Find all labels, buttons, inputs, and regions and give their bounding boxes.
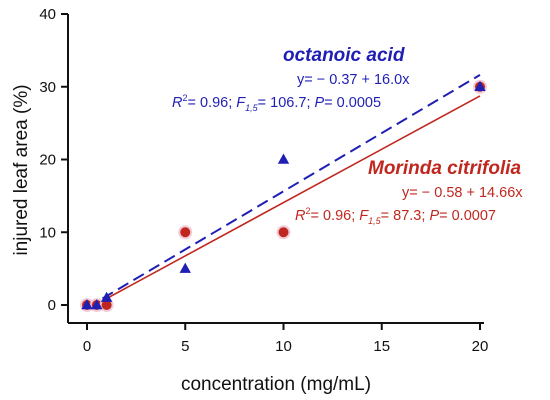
morinda-citrifolia-point (180, 227, 191, 238)
y-axis-ticks: 0 10 20 30 40 (39, 6, 68, 314)
y-tick-label: 40 (39, 6, 56, 23)
y-tick-label: 10 (39, 224, 56, 241)
octanoic-acid-point (179, 262, 191, 273)
morinda-citrifolia-fit-line (86, 95, 481, 310)
octanoic-acid-fit-line (86, 74, 481, 309)
y-tick-label: 30 (39, 79, 56, 96)
y-tick-label: 0 (48, 297, 56, 314)
octanoic-acid-stats: R2= 0.96; F1,5= 106.7; P= 0.0005 (172, 93, 381, 113)
octanoic-acid-point (81, 299, 93, 310)
morinda-citrifolia-point (278, 227, 289, 238)
morinda-citrifolia-equation: y= − 0.58 + 14.66x (402, 185, 523, 201)
x-tick-label: 5 (181, 338, 189, 355)
octanoic-acid-point (91, 299, 103, 310)
morinda-citrifolia-point (101, 300, 112, 310)
data-points (80, 79, 487, 312)
y-tick-label: 20 (39, 152, 56, 169)
x-tick-label: 15 (373, 338, 390, 355)
octanoic-acid-point (277, 153, 290, 164)
x-tick-label: 10 (275, 338, 292, 355)
x-tick-label: 20 (472, 338, 489, 355)
fit-lines (86, 74, 481, 310)
x-tick-label: 0 (83, 338, 91, 355)
octanoic-acid-title: octanoic acid (283, 45, 405, 66)
octanoic-acid-equation: y= − 0.37 + 16.0x (297, 72, 410, 88)
x-axis-ticks: 0 5 10 15 20 (83, 323, 489, 355)
morinda-citrifolia-title: Morinda citrifolia (368, 158, 522, 179)
octanoic-acid-point (474, 80, 486, 91)
y-axis-label: injured leaf area (%) (11, 84, 32, 255)
octanoic-acid-point (100, 291, 113, 302)
x-axis-label: concentration (mg/mL) (181, 374, 371, 395)
morinda-citrifolia-stats: R2= 0.96; F1,5= 87.3; P= 0.0007 (295, 206, 496, 226)
